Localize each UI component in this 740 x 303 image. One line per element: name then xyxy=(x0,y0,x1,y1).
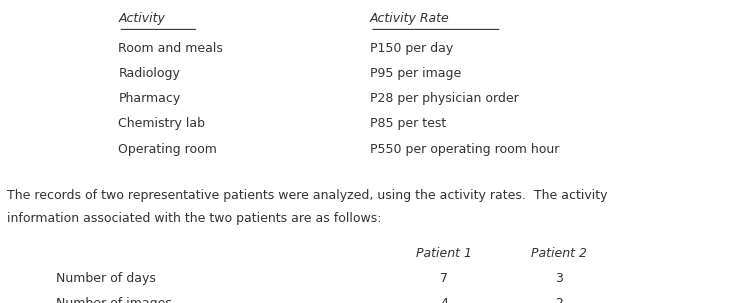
Text: P550 per operating room hour: P550 per operating room hour xyxy=(370,142,559,155)
Text: 4: 4 xyxy=(440,297,448,303)
Text: 2: 2 xyxy=(555,297,562,303)
Text: 3: 3 xyxy=(555,272,562,285)
Text: 7: 7 xyxy=(440,272,448,285)
Text: Number of images: Number of images xyxy=(56,297,172,303)
Text: P95 per image: P95 per image xyxy=(370,67,461,80)
Text: Radiology: Radiology xyxy=(118,67,181,80)
Text: information associated with the two patients are as follows:: information associated with the two pati… xyxy=(7,212,382,225)
Text: P28 per physician order: P28 per physician order xyxy=(370,92,519,105)
Text: Chemistry lab: Chemistry lab xyxy=(118,118,206,131)
Text: Room and meals: Room and meals xyxy=(118,42,223,55)
Text: The records of two representative patients were analyzed, using the activity rat: The records of two representative patien… xyxy=(7,189,608,202)
Text: Activity: Activity xyxy=(118,12,165,25)
Text: Number of days: Number of days xyxy=(56,272,155,285)
Text: Patient 1: Patient 1 xyxy=(416,247,472,260)
Text: P150 per day: P150 per day xyxy=(370,42,453,55)
Text: Patient 2: Patient 2 xyxy=(531,247,587,260)
Text: P85 per test: P85 per test xyxy=(370,118,446,131)
Text: Operating room: Operating room xyxy=(118,142,218,155)
Text: Activity Rate: Activity Rate xyxy=(370,12,450,25)
Text: Pharmacy: Pharmacy xyxy=(118,92,181,105)
